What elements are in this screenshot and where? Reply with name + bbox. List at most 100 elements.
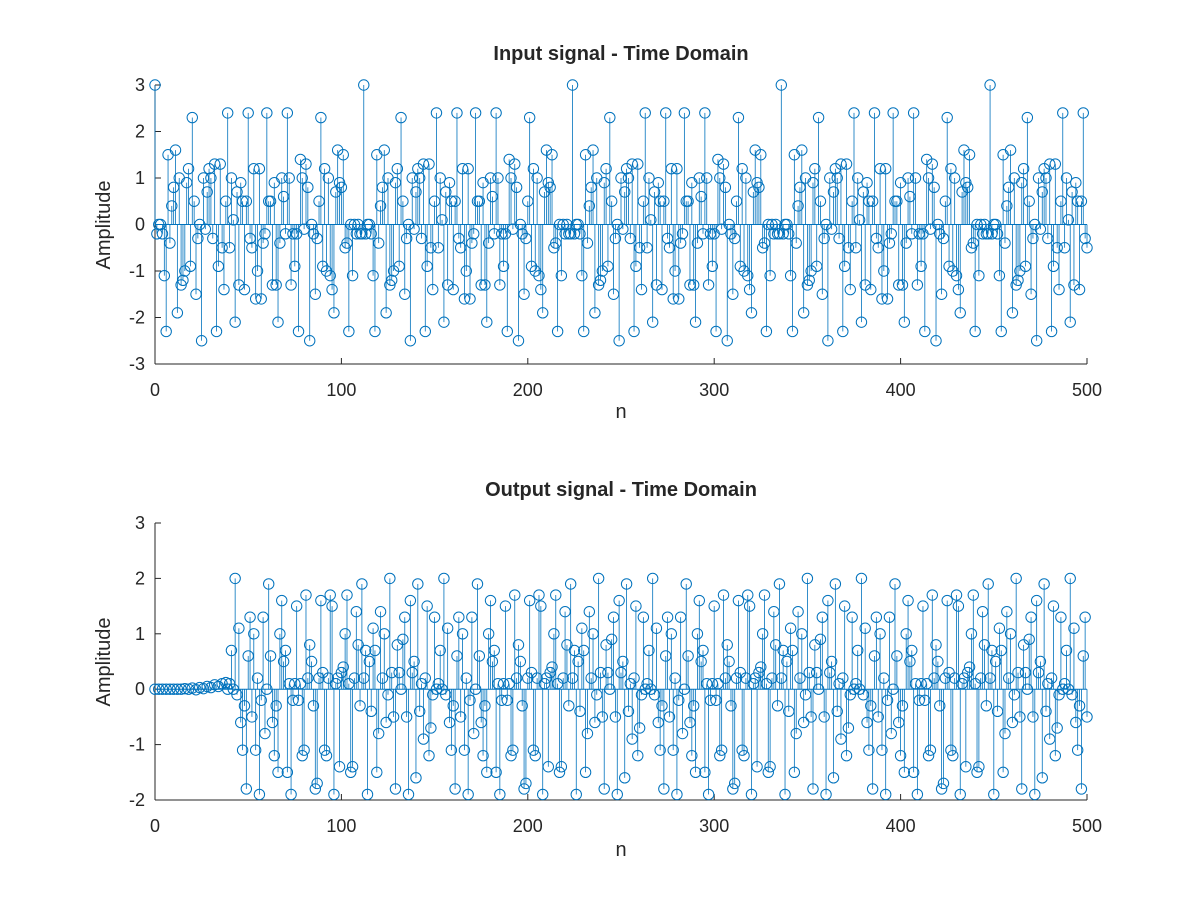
- stem-marker: [842, 242, 855, 254]
- stem: [764, 689, 776, 773]
- stem: [156, 224, 169, 240]
- stem-marker: [408, 223, 420, 235]
- y-tick-label: 2: [135, 568, 145, 588]
- stem: [1070, 176, 1082, 225]
- stem-marker: [494, 788, 506, 801]
- stem: [555, 689, 568, 773]
- stem-marker: [714, 172, 726, 184]
- stem: [339, 224, 351, 254]
- stem: [704, 689, 717, 706]
- stem-marker: [542, 761, 555, 773]
- stem: [792, 605, 804, 690]
- y-tick-label: -1: [129, 261, 145, 281]
- stem-marker: [425, 722, 437, 734]
- stem-marker: [166, 200, 178, 212]
- stem-marker: [1053, 283, 1065, 296]
- stem: [1034, 655, 1047, 690]
- stem: [865, 689, 877, 712]
- stem: [585, 181, 597, 225]
- stem: [697, 644, 709, 690]
- stem-marker: [551, 325, 564, 338]
- stem: [628, 224, 640, 338]
- stem: [995, 644, 1007, 690]
- stem: [497, 224, 510, 273]
- stem-marker: [619, 186, 631, 198]
- stem: [1027, 224, 1039, 245]
- stem: [492, 172, 504, 225]
- stem: [883, 224, 896, 249]
- stem: [883, 611, 896, 690]
- stem: [1057, 107, 1069, 225]
- stem: [661, 224, 674, 245]
- stem-marker: [1001, 200, 1013, 212]
- stem: [216, 224, 228, 254]
- stem: [853, 214, 866, 226]
- stem-marker: [592, 572, 605, 585]
- stem: [386, 224, 398, 286]
- stem: [537, 224, 549, 319]
- stem-marker: [1010, 572, 1022, 585]
- stem: [846, 611, 858, 690]
- stem-marker: [238, 283, 251, 296]
- stem-marker: [482, 237, 495, 249]
- stem: [902, 172, 914, 225]
- stem: [244, 611, 256, 690]
- y-axis-label: Amplitude: [93, 181, 115, 270]
- stem-marker: [667, 744, 679, 756]
- stem: [814, 633, 827, 690]
- stem: [419, 224, 431, 338]
- stem: [619, 186, 631, 225]
- stem-marker: [240, 195, 253, 207]
- stem: [745, 224, 758, 319]
- stem: [404, 594, 417, 690]
- stem: [343, 224, 355, 338]
- stem: [566, 79, 579, 225]
- stem-marker: [622, 705, 635, 718]
- stem: [831, 172, 843, 225]
- stem-marker: [531, 172, 543, 184]
- stem: [581, 224, 594, 249]
- stem: [715, 223, 728, 235]
- stem: [587, 144, 599, 225]
- stem: [658, 195, 670, 225]
- stem-marker: [794, 672, 806, 684]
- stem-marker: [263, 578, 275, 590]
- stem: [896, 224, 909, 291]
- stem-marker: [814, 633, 827, 646]
- stem: [253, 689, 266, 801]
- stem: [257, 224, 269, 249]
- stem: [374, 200, 387, 225]
- stem: [818, 224, 830, 245]
- stem: [632, 158, 644, 225]
- stem: [868, 107, 881, 225]
- stem-marker: [389, 783, 402, 795]
- stem: [952, 600, 965, 690]
- stem: [397, 195, 409, 225]
- stem: [579, 689, 592, 778]
- y-tick-label: -3: [129, 354, 145, 374]
- stem-marker: [827, 186, 840, 198]
- stem-marker: [740, 672, 752, 684]
- stem: [158, 224, 171, 282]
- stem: [605, 633, 618, 690]
- stem: [870, 611, 883, 690]
- stem: [727, 224, 739, 300]
- stem: [259, 224, 271, 240]
- stem-marker: [1049, 749, 1062, 762]
- stem-marker: [986, 644, 998, 657]
- stem: [1055, 195, 1067, 225]
- stem: [926, 158, 938, 225]
- stem: [879, 163, 892, 225]
- stem-marker: [714, 749, 726, 762]
- stem: [1023, 195, 1035, 225]
- stem: [574, 224, 586, 240]
- stem-marker: [270, 279, 282, 291]
- stem-marker: [801, 572, 814, 585]
- stem-marker: [171, 683, 184, 695]
- stem-marker: [505, 749, 517, 762]
- stem: [453, 611, 465, 690]
- stem-marker: [555, 761, 568, 773]
- stem: [337, 149, 349, 225]
- stem: [251, 224, 264, 277]
- stem: [387, 689, 400, 723]
